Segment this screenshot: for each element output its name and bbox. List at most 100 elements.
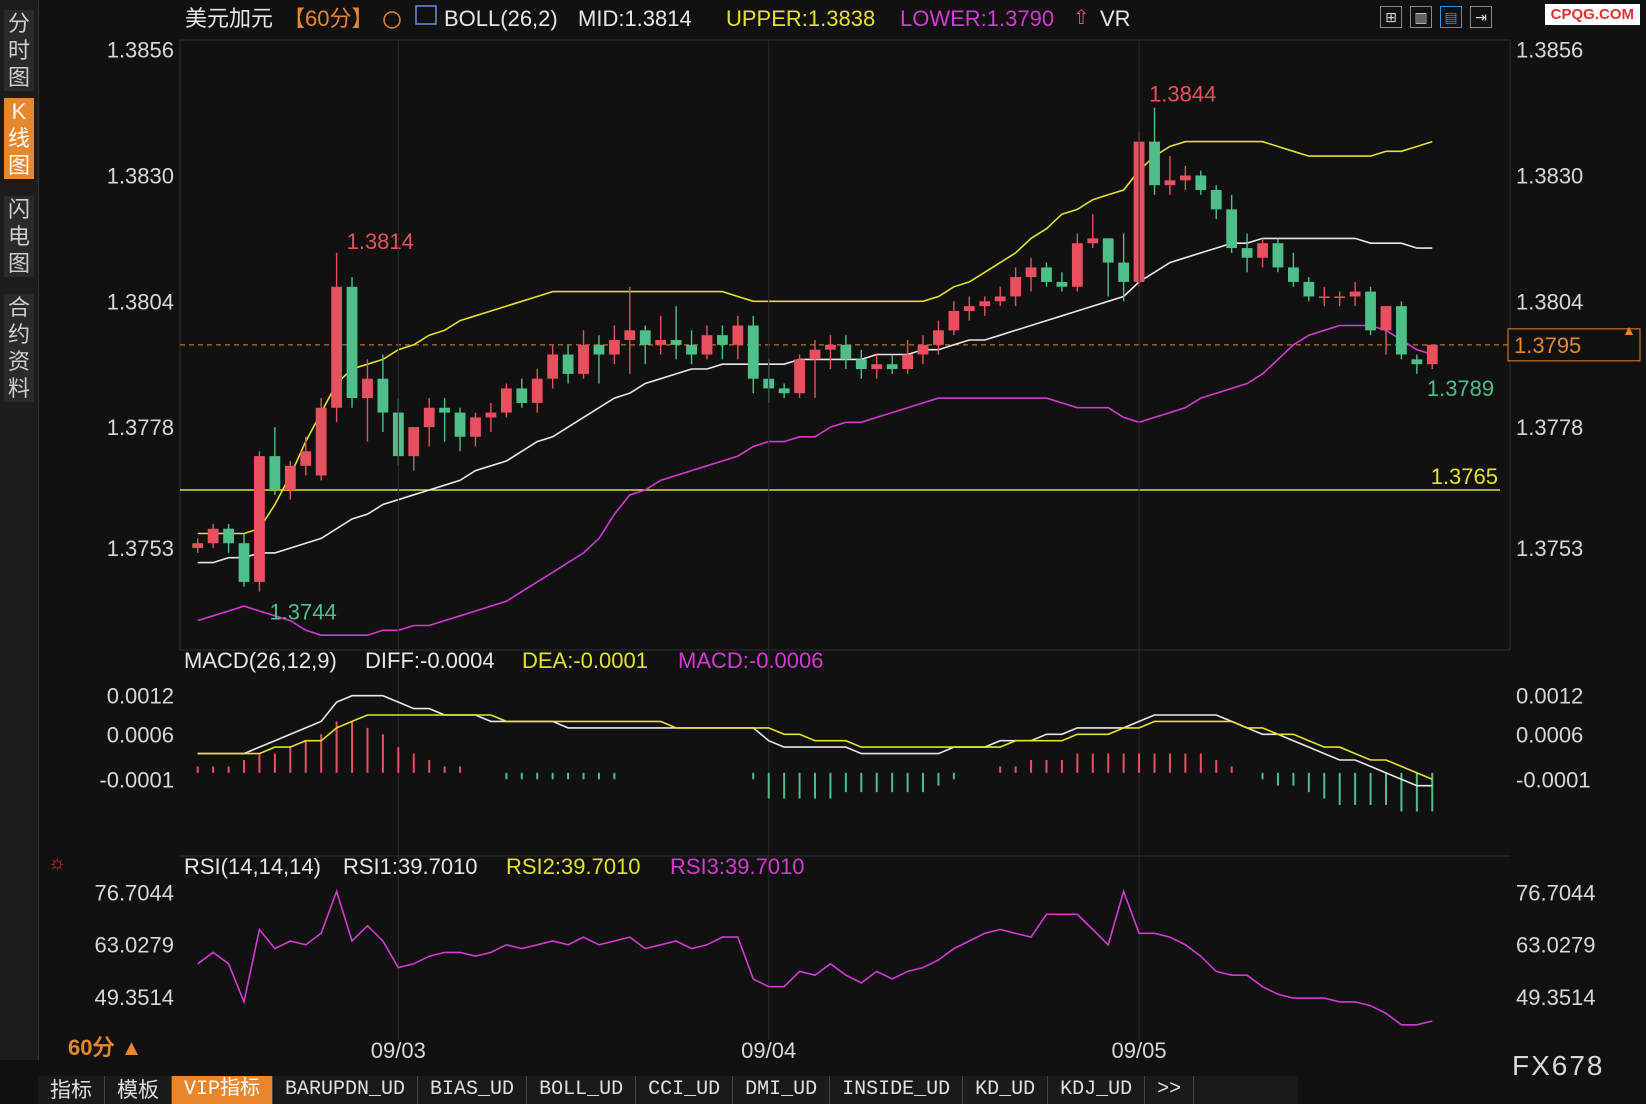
candle-body: [840, 344, 852, 360]
candle-body: [315, 407, 327, 476]
boll-mid: MID:1.3814: [578, 6, 692, 31]
candle-body: [1025, 267, 1037, 278]
tab-templates[interactable]: 模板: [105, 1076, 172, 1104]
macd-panel: 0.0012 0.0012 0.0006 0.0006 -0.0001 -0.0001: [99, 649, 1591, 812]
candle-body: [670, 340, 682, 345]
tab-vip-indicators[interactable]: VIP指标: [172, 1076, 274, 1104]
y-tick-left: 1.3753: [107, 536, 174, 561]
tab-lightning-chart[interactable]: 闪电图: [4, 196, 34, 277]
candle-body: [747, 325, 759, 379]
rsi3-value: RSI3:39.7010: [670, 854, 805, 879]
macd-value: MACD:-0.0006: [678, 648, 824, 673]
candle-body: [1164, 180, 1176, 186]
macd-y-tick-right: 0.0012: [1516, 684, 1583, 709]
candle-body: [284, 465, 296, 490]
y-tick-right: 1.3753: [1516, 536, 1583, 561]
local-high-annotation: 1.3814: [347, 229, 414, 254]
y-tick-left: 1.3804: [107, 289, 174, 314]
tab-indicators[interactable]: 指标: [38, 1076, 105, 1104]
sidebar: 分时图 K线图 闪电图 合约资料: [0, 0, 39, 1060]
candle-body: [1102, 238, 1114, 263]
settings-icon[interactable]: [383, 11, 401, 29]
candle-body: [809, 349, 821, 360]
tab-kd-ud[interactable]: KD_UD: [963, 1076, 1049, 1104]
candle-body: [902, 354, 913, 370]
sun-icon[interactable]: ☼: [48, 852, 67, 874]
macd-y-tick-left: -0.0001: [99, 767, 174, 792]
candle-body: [686, 344, 697, 355]
candle-body: [1380, 306, 1392, 331]
tab-inside-ud[interactable]: INSIDE_UD: [830, 1076, 964, 1104]
candle-body: [531, 378, 543, 403]
candle-body: [717, 335, 728, 345]
candle-body: [377, 378, 389, 413]
boll-upper-line: [197, 140, 1433, 535]
grid-layout-icon[interactable]: ⊞: [1380, 6, 1402, 28]
rsi1-value: RSI1:39.7010: [343, 854, 478, 879]
candle-body: [979, 301, 991, 307]
tab-contract-info[interactable]: 合约资料: [4, 294, 34, 402]
arrow-up-icon[interactable]: ⇧: [1073, 7, 1090, 29]
candle-body: [269, 456, 281, 490]
macd-y-tick-right: 0.0006: [1516, 722, 1583, 747]
candle-body: [1257, 243, 1268, 258]
period-indicator[interactable]: 60分 ▲: [68, 1035, 143, 1060]
low-annotation: 1.3744: [269, 600, 336, 625]
candle-body: [778, 388, 790, 394]
y-tick-right: 1.3856: [1516, 38, 1583, 63]
candle-body: [485, 412, 497, 418]
tab-cci-ud[interactable]: CCI_UD: [636, 1076, 734, 1104]
tab-boll-ud[interactable]: BOLL_UD: [527, 1076, 637, 1104]
candle-body: [1149, 141, 1160, 186]
candle-body: [331, 286, 343, 408]
candle-body: [1365, 291, 1376, 331]
vr-label[interactable]: VR: [1100, 6, 1131, 31]
y-tick-right: 1.3830: [1516, 163, 1583, 188]
candle-body: [408, 427, 420, 457]
tab-more[interactable]: >>: [1145, 1076, 1195, 1104]
rsi-y-tick-left: 63.0279: [94, 933, 174, 958]
current-price-label: 1.3795: [1514, 333, 1581, 358]
chart-layout-icon[interactable]: ▤: [1440, 6, 1462, 28]
tab-barupdn-ud[interactable]: BARUPDN_UD: [273, 1076, 419, 1104]
macd-diff: DIFF:-0.0004: [365, 648, 495, 673]
candle-body: [500, 388, 512, 413]
current-price-box: [1507, 328, 1641, 362]
tab-dmi-ud[interactable]: DMI_UD: [733, 1076, 831, 1104]
boll-lower: LOWER:1.3790: [900, 6, 1054, 31]
last-low-annotation: 1.3789: [1427, 376, 1494, 401]
tab-time-sharing[interactable]: 分时图: [4, 10, 34, 91]
candle-body: [1241, 248, 1253, 258]
macd-y-tick-left: 0.0012: [107, 684, 174, 709]
macd-label: MACD(26,12,9): [184, 648, 337, 673]
current-price-marker-icon: ▲: [1622, 322, 1636, 338]
candle-body: [639, 330, 651, 345]
tab-candlestick[interactable]: K线图: [4, 98, 34, 179]
candle-body: [701, 335, 713, 355]
candle-body: [1226, 209, 1238, 249]
indicator-icon[interactable]: [415, 5, 437, 25]
candle-body: [578, 344, 589, 374]
candle-body: [593, 344, 605, 355]
tab-bias-ud[interactable]: BIAS_UD: [418, 1076, 528, 1104]
candle-body: [855, 359, 867, 370]
rsi2-value: RSI2:39.7010: [506, 854, 641, 879]
period-tag: 【60分】: [283, 6, 373, 31]
y-tick-left: 1.3856: [107, 38, 174, 63]
watermark: CPQG.COM: [1544, 4, 1640, 25]
candle-body: [1349, 291, 1361, 297]
candle-body: [516, 388, 528, 403]
x-tick-label: 09/05: [1112, 1038, 1167, 1063]
candle-body: [207, 528, 219, 544]
expand-icon[interactable]: ⇥: [1470, 6, 1492, 28]
panel-layout-icon[interactable]: ▥: [1410, 6, 1432, 28]
candle-body: [238, 543, 250, 582]
rsi-label: RSI(14,14,14): [184, 854, 321, 879]
tab-kdj-ud[interactable]: KDJ_UD: [1048, 1076, 1146, 1104]
candle-body: [994, 296, 1006, 302]
y-tick-right: 1.3804: [1516, 289, 1583, 314]
candle-body: [223, 528, 234, 544]
brand-label: FX678: [1512, 1050, 1605, 1081]
rsi-panel: 76.7044 76.7044 63.0279 63.0279 49.3514 49.35…: [94, 855, 1596, 1026]
